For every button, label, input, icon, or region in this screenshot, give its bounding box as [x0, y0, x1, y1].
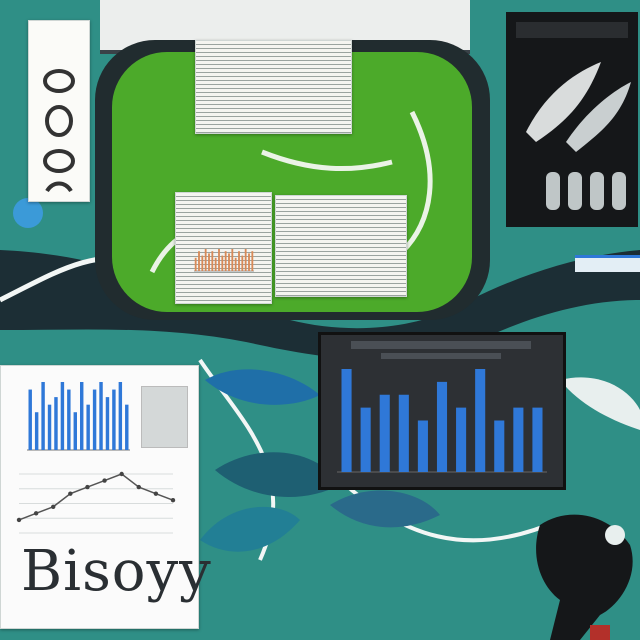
leaf-shape: [205, 369, 320, 405]
data-point: [102, 478, 107, 483]
dark-chart-panel: [318, 332, 566, 490]
chart-bar: [28, 389, 32, 450]
chart-bar: [211, 251, 214, 271]
chart-bar: [244, 249, 247, 271]
xray-panel: [506, 12, 638, 227]
document-sheet-top: [195, 40, 352, 134]
chart-bar: [436, 381, 448, 472]
data-point: [119, 471, 124, 477]
chart-bar: [60, 382, 65, 450]
data-point: [68, 491, 73, 496]
chart-bar: [204, 249, 207, 271]
chart-bar: [54, 397, 58, 450]
chart-bar: [218, 249, 220, 271]
data-point: [16, 517, 22, 523]
chart-bar: [238, 251, 240, 271]
dark-chart-heading-bar: [381, 353, 501, 359]
chart-bar: [248, 253, 250, 271]
chart-bar: [379, 394, 390, 472]
dark-chart-heading-bar: [351, 341, 531, 349]
leaf-shape: [330, 490, 440, 528]
chart-bar: [208, 253, 210, 271]
blue-strip: [575, 255, 640, 272]
chart-bar: [360, 407, 371, 472]
chart-bar: [67, 389, 71, 450]
data-point: [85, 484, 90, 490]
chart-bar: [251, 251, 254, 271]
scribble-glyphs: [43, 69, 75, 193]
document-sheet-left: [175, 192, 272, 304]
chart-bar: [198, 251, 200, 271]
leaf-shape: [560, 377, 640, 430]
data-point: [153, 491, 159, 496]
chart-bar: [125, 404, 129, 450]
document-sheet-right: [275, 195, 407, 297]
chart-bar: [221, 255, 224, 271]
line-chart: [16, 471, 176, 534]
chart-bar: [80, 382, 84, 450]
chart-bar: [475, 369, 486, 472]
leaf-shape: [215, 452, 340, 497]
series-line: [18, 473, 174, 521]
chart-bar: [513, 407, 524, 472]
data-point: [33, 511, 39, 516]
poster: Bisoyy: [0, 365, 211, 629]
chart-bar: [201, 255, 204, 271]
chart-bar: [194, 257, 197, 271]
chart-bar: [34, 412, 39, 450]
chart-bar: [86, 404, 90, 450]
chart-bar: [532, 407, 543, 472]
poster-caption: Bisoyy: [21, 539, 212, 604]
data-point: [51, 504, 56, 509]
dark-bar-chart: [337, 369, 547, 473]
chart-bar: [417, 420, 428, 472]
chart-bar: [224, 251, 227, 271]
chart-bar: [214, 257, 217, 271]
chart-bar: [398, 394, 409, 472]
chart-bar: [241, 255, 244, 271]
chart-bar: [47, 404, 52, 450]
dark-figure: [536, 514, 633, 640]
small-bar-chart: [27, 382, 130, 451]
chart-bar: [231, 249, 234, 271]
leaf-shape: [200, 506, 300, 552]
chart-bar: [494, 420, 505, 472]
chart-bar: [118, 382, 123, 450]
chart-bar: [341, 369, 352, 472]
chart-bar: [73, 412, 77, 450]
chart-bar: [41, 382, 45, 450]
chart-bar: [456, 407, 467, 472]
data-point: [170, 498, 176, 503]
chart-bar: [99, 382, 103, 450]
chart-bar: [92, 389, 97, 450]
chart-bar: [112, 389, 116, 450]
rotated-label-card: [28, 20, 90, 202]
chart-bar: [228, 253, 230, 271]
chart-bar: [234, 257, 237, 271]
chart-bar: [105, 397, 110, 450]
tray-mini-chart: [194, 249, 254, 272]
data-point: [136, 484, 141, 490]
xray-image: [516, 22, 631, 210]
blue-sphere: [13, 198, 43, 228]
poster-thumbnail: [141, 386, 188, 448]
